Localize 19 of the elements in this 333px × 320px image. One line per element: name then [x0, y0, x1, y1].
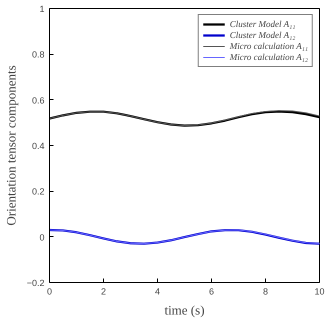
y-tick-label: −0.2 [26, 278, 45, 288]
x-tick-label: 2 [100, 286, 106, 296]
y-tick-label: 0 [39, 232, 45, 242]
y-tick-label: 0.2 [32, 186, 45, 197]
y-tick-label: 0.6 [32, 95, 45, 106]
y-tick-label: 1 [39, 4, 45, 14]
x-tick-label: 6 [208, 286, 214, 296]
legend-label: Micro calculation A₁₂ [230, 52, 308, 62]
x-tick-label: 4 [154, 286, 160, 296]
y-axis-title: Orientation tensor components [4, 65, 19, 226]
legend-label: Cluster Model A₁₁ [230, 19, 296, 29]
x-tick-label: 8 [262, 286, 268, 296]
x-axis-title: time (s) [164, 302, 205, 318]
y-tick-label: 0.4 [32, 141, 45, 151]
x-tick-label: 0 [46, 286, 52, 296]
x-tick-label: 10 [314, 286, 325, 296]
legend-label: Micro calculation A₁₁ [230, 41, 308, 51]
y-tick-label: 0.8 [32, 50, 45, 60]
legend-label: Cluster Model A₁₂ [230, 30, 296, 40]
